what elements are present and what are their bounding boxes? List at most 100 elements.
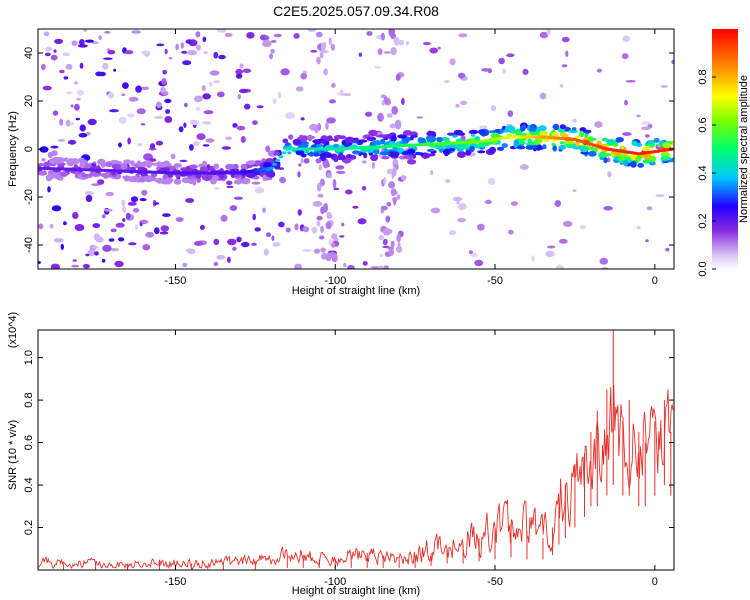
- heatmap-speckle: [320, 206, 325, 215]
- heatmap-speckle: [185, 198, 195, 203]
- heatmap-speckle: [487, 178, 496, 185]
- heatmap-speckle: [278, 221, 285, 228]
- heatmap-speckle: [430, 207, 441, 214]
- heatmap-speckle: [178, 126, 184, 133]
- heatmap-speckle: [242, 68, 252, 74]
- heatmap-speckle: [297, 209, 302, 216]
- heatmap-speckle: [79, 39, 85, 46]
- heatmap-speckle: [65, 119, 71, 127]
- heatmap-speckle: [135, 224, 139, 231]
- heatmap-speckle: [326, 213, 333, 220]
- heatmap-speckle: [665, 247, 670, 252]
- colorbar: 0.0 0.2 0.4 0.6 0.8 Normalized spectral ampl…: [697, 29, 750, 277]
- heatmap-speckle: [136, 108, 146, 115]
- heatmap-ridge-cell: [558, 145, 567, 150]
- heatmap-speckle: [646, 206, 653, 211]
- heatmap-speckle: [195, 107, 201, 111]
- heatmap-speckle: [183, 122, 187, 128]
- heatmap-ridge-cell: [247, 160, 256, 164]
- heatmap-speckle: [179, 159, 188, 163]
- heatmap-speckle: [300, 117, 305, 121]
- heatmap-ridge-cell: [496, 146, 505, 151]
- heatmap-x-tick-label: -150: [164, 275, 186, 287]
- heatmap-speckle: [358, 52, 363, 57]
- heatmap-ridge-cell: [138, 162, 147, 168]
- snr-x-label: Height of straight line (km): [292, 585, 420, 597]
- heatmap-speckle: [154, 227, 160, 235]
- heatmap-ridge-cell: [123, 159, 132, 165]
- heatmap-ridge-cell: [111, 164, 122, 169]
- heatmap-speckle: [474, 259, 484, 267]
- heatmap-speckle: [105, 191, 115, 197]
- heatmap-speckle: [141, 50, 151, 55]
- heatmap-ridge-cell: [525, 145, 535, 150]
- heatmap-speckle: [357, 218, 367, 225]
- heatmap-speckle: [47, 186, 51, 193]
- heatmap-speckle: [227, 256, 231, 263]
- snr-y-tick-label: 0.4: [23, 477, 35, 492]
- heatmap-speckle: [393, 197, 397, 206]
- heatmap-speckle: [391, 106, 399, 115]
- heatmap-ridge-cell: [477, 150, 486, 154]
- heatmap-speckle: [458, 33, 468, 38]
- heatmap-ridge-cell: [100, 173, 107, 178]
- heatmap-ridge-cell: [287, 151, 292, 155]
- heatmap-ridge-cell: [104, 172, 110, 178]
- heatmap-ridge-cell: [86, 163, 92, 168]
- heatmap-speckle: [272, 242, 281, 247]
- heatmap-ridge-cell: [397, 134, 407, 139]
- heatmap-ridge-cell: [442, 149, 450, 155]
- heatmap-speckle: [671, 59, 674, 65]
- heatmap-speckle: [85, 191, 94, 195]
- heatmap-speckle: [331, 242, 336, 248]
- heatmap-ridge-cell: [89, 171, 97, 177]
- heatmap-speckle: [109, 248, 120, 252]
- heatmap-ridge-cell: [448, 148, 456, 151]
- heatmap-speckle: [137, 143, 142, 147]
- heatmap-ridge-cell: [273, 151, 281, 156]
- heatmap-speckle: [506, 53, 515, 58]
- heatmap-ridge-cell: [579, 145, 589, 153]
- heatmap-ridge-cell: [390, 135, 397, 143]
- heatmap-speckle: [153, 202, 160, 205]
- heatmap-speckle: [175, 217, 184, 222]
- heatmap-speckle: [385, 215, 391, 223]
- snr-x-tick-label: -150: [164, 576, 186, 588]
- heatmap-speckle: [91, 245, 99, 249]
- heatmap-speckle: [329, 251, 336, 259]
- heatmap-speckle: [101, 258, 106, 263]
- heatmap-speckle: [455, 103, 460, 108]
- heatmap-speckle: [43, 31, 50, 37]
- heatmap-speckle: [221, 146, 232, 150]
- heatmap-speckle: [388, 181, 396, 189]
- heatmap-speckle: [345, 189, 353, 195]
- heatmap-speckle: [193, 95, 203, 103]
- snr-frame: [37, 329, 675, 571]
- heatmap-speckle: [279, 176, 287, 184]
- colorbar-tick-label: 0.8: [697, 69, 709, 84]
- heatmap-speckle: [386, 168, 393, 175]
- heatmap-speckle: [330, 43, 336, 51]
- heatmap-speckle: [74, 81, 78, 85]
- heatmap-speckle: [60, 243, 64, 250]
- heatmap-ridge-cell: [542, 144, 547, 150]
- heatmap-x-tick-label: 0: [652, 275, 658, 287]
- heatmap-speckle: [655, 194, 665, 197]
- heatmap-speckle: [65, 63, 73, 70]
- heatmap-speckle: [326, 172, 332, 179]
- heatmap-ridge-cell: [575, 135, 581, 139]
- heatmap-y-ticks: -40 -20 0 20 40: [23, 47, 674, 253]
- heatmap-speckle: [457, 72, 466, 79]
- heatmap-speckle: [343, 262, 347, 268]
- heatmap-ridge-cell: [377, 134, 388, 138]
- heatmap-speckle: [519, 164, 529, 170]
- heatmap-speckle: [660, 85, 668, 88]
- heatmap-speckle: [216, 254, 226, 260]
- heatmap-ridge-cell: [552, 145, 558, 152]
- heatmap-ridge-cell: [189, 164, 198, 169]
- heatmap-speckle: [444, 80, 450, 83]
- heatmap-speckle: [555, 264, 564, 269]
- heatmap-speckle: [387, 113, 393, 118]
- heatmap-speckle: [97, 179, 105, 185]
- heatmap-speckle: [126, 212, 131, 220]
